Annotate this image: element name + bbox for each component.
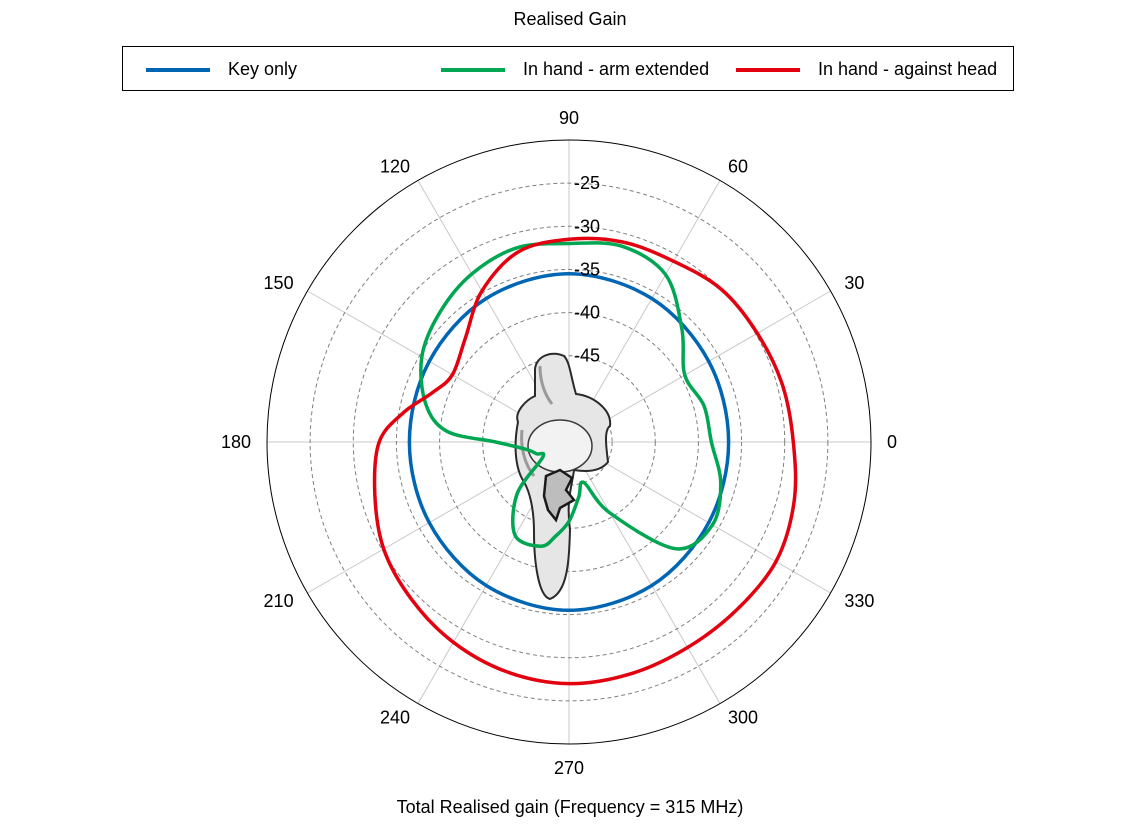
- angle-tick-label: 0: [887, 432, 897, 452]
- legend-label-key-only: Key only: [228, 59, 298, 79]
- angle-tick-label: 60: [728, 157, 748, 177]
- key-fob-model: [542, 468, 576, 523]
- legend-entry-against-head[interactable]: In hand - against head: [736, 47, 997, 92]
- spoke-330: [568, 441, 831, 594]
- angle-tick-label: 330: [844, 591, 874, 611]
- radial-tick-label: -45: [574, 346, 600, 366]
- series-line-in-hand-against-head: [372, 236, 798, 686]
- series-line-key-only: [407, 271, 731, 613]
- legend-swatch-against-head: [736, 67, 800, 72]
- legend-swatch-arm-extended: [441, 67, 505, 72]
- angle-tick-label: 270: [554, 758, 584, 778]
- chart-caption: Total Realised gain (Frequency = 315 MHz…: [396, 797, 744, 817]
- hand-model-illustration: [514, 352, 612, 601]
- spoke-30: [568, 290, 831, 443]
- radial-tick-label: -30: [574, 216, 600, 236]
- legend: Key only In hand - arm extended In hand …: [122, 46, 1014, 91]
- polar-grid: [266, 139, 872, 745]
- angle-tick-label: 180: [221, 432, 251, 452]
- radial-ring--40: [439, 312, 699, 572]
- tick-labels: 0 30 60 90 120 150 180 210 240 270 300 330 -25 -30 -35…: [221, 108, 897, 778]
- spoke-300: [568, 441, 721, 704]
- spoke-60: [568, 180, 721, 443]
- series-line-in-hand-arm-extended: [419, 241, 723, 551]
- angle-tick-label: 150: [264, 273, 294, 293]
- radial-tick-label: -25: [574, 173, 600, 193]
- radial-ring--25: [309, 182, 829, 702]
- angle-tick-label: 30: [844, 273, 864, 293]
- chart-title: Realised Gain: [513, 9, 627, 29]
- angle-tick-label: 210: [264, 591, 294, 611]
- legend-label-arm-extended: In hand - arm extended: [523, 59, 710, 79]
- angle-tick-label: 300: [728, 707, 758, 727]
- angle-tick-label: 90: [559, 108, 579, 128]
- radial-ring--30: [352, 225, 786, 659]
- angle-tick-label: 240: [380, 707, 410, 727]
- radial-tick-label: -35: [574, 259, 600, 279]
- outer-ring: [266, 139, 872, 745]
- series-lines: [372, 236, 798, 686]
- angle-tick-label: 120: [380, 157, 410, 177]
- legend-label-against-head: In hand - against head: [818, 59, 998, 79]
- radial-tick-label: -40: [574, 303, 600, 323]
- legend-entry-key-only[interactable]: Key only: [146, 47, 297, 92]
- radial-ring--35: [395, 268, 743, 616]
- legend-entry-arm-extended[interactable]: In hand - arm extended: [441, 47, 709, 92]
- legend-swatch-key-only: [146, 67, 210, 72]
